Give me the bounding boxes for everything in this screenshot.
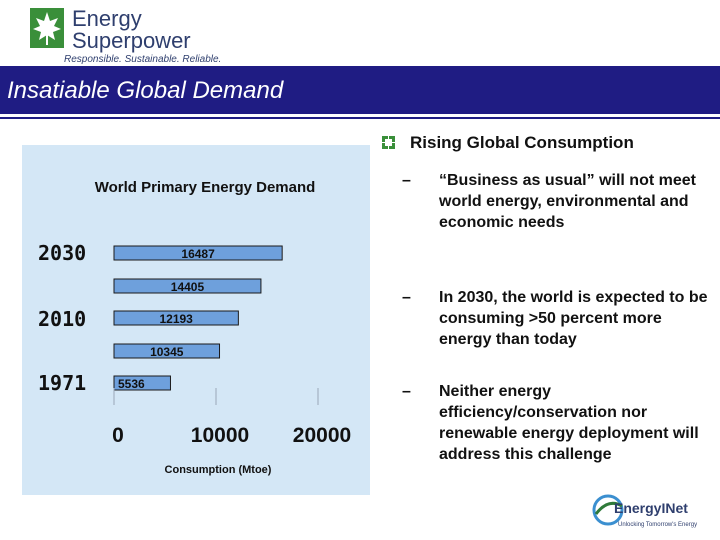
energyinet-swoosh-icon <box>592 494 624 526</box>
bar-14405 <box>113 278 262 294</box>
bar-value-label: 10345 <box>150 345 184 359</box>
x-tick-label: 10000 <box>191 424 249 447</box>
maple-leaf-icon <box>30 8 64 48</box>
x-tick-label: 0 <box>112 424 124 447</box>
energyinet-logo: EnergyINet Unlocking Tomorrow's Energy <box>590 492 700 536</box>
main-bullet: Rising Global Consumption <box>410 133 634 152</box>
group-label-2010: 2010 <box>38 307 86 331</box>
x-axis-label: Consumption (Mtoe) <box>165 464 272 476</box>
sub-bullet-text: In 2030, the world is expected to be con… <box>439 289 708 348</box>
bar-16487 <box>113 245 283 261</box>
bullet-square-icon <box>382 136 395 149</box>
bar-value-label: 16487 <box>181 247 215 261</box>
group-label-1971: 1971 <box>38 371 86 395</box>
logo-word-superpower: Superpower <box>72 28 191 53</box>
bar-value-label: 5536 <box>118 377 145 391</box>
sub-bullet-text: “Business as usual” will not meet world … <box>439 172 696 231</box>
title-bar <box>0 66 720 114</box>
footer-brand: EnergyINet <box>614 500 688 516</box>
sub-bullet-dash: – <box>402 289 411 306</box>
bar-value-label: 14405 <box>171 280 205 294</box>
bar-10345 <box>113 343 221 359</box>
group-label-2030: 2030 <box>38 241 86 265</box>
x-tick-label: 20000 <box>293 424 351 447</box>
logo-tagline: Responsible. Sustainable. Reliable. <box>64 54 222 65</box>
chart-title: World Primary Energy Demand <box>95 179 316 196</box>
bar-5536 <box>113 375 171 391</box>
title-divider <box>0 117 720 119</box>
sub-bullet-text: Neither energy efficiency/conservation n… <box>439 383 699 463</box>
energy-superpower-logo: Energy Superpower Responsible. Sustainab… <box>30 6 230 66</box>
bar-value-label: 12193 <box>159 312 193 326</box>
sub-bullet-dash: – <box>402 383 411 400</box>
footer-tagline: Unlocking Tomorrow's Energy <box>618 522 698 528</box>
logo-word-energy: Energy <box>72 6 142 31</box>
sub-bullet-dash: – <box>402 172 411 189</box>
energy-demand-chart: World Primary Energy Demand 2030 2010 1971… <box>22 145 370 495</box>
slide-title: Insatiable Global Demand <box>7 77 284 104</box>
bar-12193 <box>113 310 239 326</box>
